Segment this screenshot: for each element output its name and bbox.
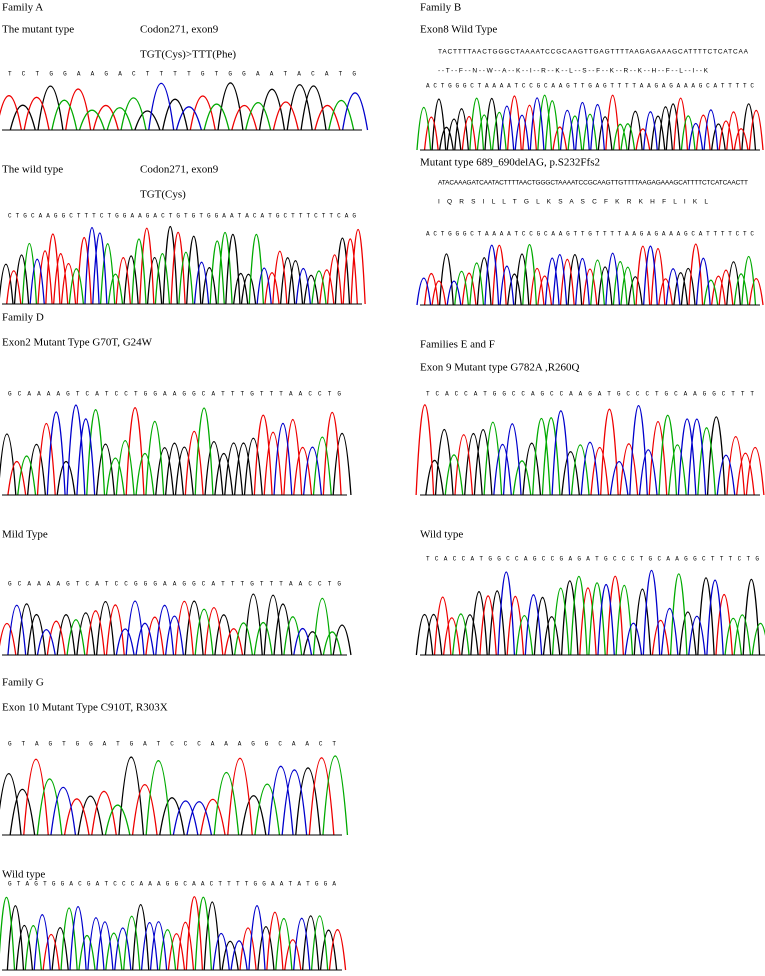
trace bbox=[23, 757, 335, 836]
trace bbox=[21, 231, 327, 305]
trace bbox=[51, 97, 355, 131]
trace bbox=[423, 94, 764, 151]
trace bbox=[17, 407, 332, 496]
block-label: Wild type bbox=[420, 529, 463, 541]
trace bbox=[416, 94, 696, 151]
trace bbox=[499, 97, 719, 151]
family-label: Family B bbox=[420, 2, 461, 14]
block-label: Wild type bbox=[2, 869, 45, 881]
block-label: Exon8 Wild Type bbox=[420, 24, 497, 36]
block-info: Codon271, exon9 bbox=[140, 164, 219, 176]
trace bbox=[66, 598, 342, 656]
trace bbox=[415, 577, 761, 656]
family-label: Family G bbox=[2, 677, 44, 689]
trace bbox=[36, 755, 349, 836]
trace bbox=[444, 415, 716, 496]
base-calls: ACTGGGCTAAAATCCGCAAGTTGTTTTAAGAGAAAGCATT… bbox=[426, 231, 754, 238]
trace bbox=[497, 569, 724, 656]
block-label: Mild Type bbox=[2, 529, 48, 541]
trace bbox=[9, 82, 327, 131]
trace bbox=[415, 404, 765, 496]
block-change: TGT(Cys)>TTT(Phe) bbox=[140, 49, 236, 61]
trace bbox=[0, 226, 351, 305]
base-calls: TCTGGAAGACTTTTGTGGAATACATG bbox=[8, 71, 356, 78]
trace bbox=[46, 404, 323, 496]
trace bbox=[17, 593, 352, 656]
sequence: ATACAAAGATCAATACTTTTAACTGGGCTAAAATCCGCAA… bbox=[438, 180, 748, 187]
trace bbox=[42, 896, 347, 971]
trace bbox=[6, 227, 366, 305]
protein: --T--F--N--W--A--K--I--R--K--L--S--F--K-… bbox=[438, 68, 709, 75]
trace bbox=[0, 756, 321, 836]
family-label: Families E and F bbox=[420, 339, 495, 351]
sequence: TACTTTTAACTGGGCTAAAATCCGCAAGTTGAGTTTTAAG… bbox=[438, 49, 749, 56]
trace bbox=[0, 432, 352, 496]
trace bbox=[50, 765, 308, 836]
trace bbox=[423, 243, 764, 306]
block-label: The mutant type bbox=[2, 24, 74, 36]
base-calls: GTAGTGGACGATCCCAAAGGCAACTTTTGGAATATGGA bbox=[8, 881, 336, 888]
trace bbox=[416, 244, 711, 306]
trace bbox=[6, 901, 338, 971]
base-calls: GTAGTGGATGATCCCAAAGGCAACT bbox=[8, 741, 336, 748]
protein: I Q R S I L L T G L K S A S C F K R K H … bbox=[438, 199, 708, 206]
trace bbox=[148, 82, 369, 131]
trace bbox=[7, 407, 342, 496]
trace bbox=[452, 573, 765, 656]
trace bbox=[0, 896, 329, 971]
block-label: Mutant type 689_690delAG, p.S232Ffs2 bbox=[420, 157, 600, 169]
base-calls: ACTGGGCTAAAATCCGCAAGTTGAGTTTTAAGAGAAAGCA… bbox=[426, 83, 754, 90]
trace bbox=[433, 575, 733, 656]
block-change: TGT(Cys) bbox=[140, 189, 186, 201]
block-label: The wild type bbox=[2, 164, 63, 176]
trace bbox=[33, 905, 311, 971]
block-label: Exon 9 Mutant type G782A ,R260Q bbox=[420, 362, 580, 374]
block-label: Exon 10 Mutant Type C910T, R303X bbox=[2, 702, 168, 714]
trace bbox=[431, 97, 757, 151]
trace bbox=[493, 404, 736, 496]
trace bbox=[438, 253, 742, 306]
block-info: Codon271, exon9 bbox=[140, 24, 219, 36]
base-calls: TCACCATGGCCAGCCGAGATGCCCTGCAAGGCTTTCTG bbox=[426, 556, 759, 563]
family-label: Family D bbox=[2, 312, 44, 324]
block-label: Exon2 Mutant Type G70T, G24W bbox=[2, 337, 153, 349]
trace bbox=[0, 601, 244, 656]
trace bbox=[0, 88, 341, 131]
base-calls: CTGCAAGGCTTTCTGGAAGACTGTGTGGAATACATGCTTT… bbox=[8, 213, 356, 220]
trace bbox=[425, 416, 726, 496]
trace bbox=[29, 227, 311, 305]
trace bbox=[7, 600, 313, 656]
base-calls: GCAAAAGTCATCCGGGAAGGCATTTGTTTAACCTG bbox=[8, 581, 341, 588]
trace bbox=[454, 244, 757, 306]
base-calls: TCACCATGGCCAGCCAAGATGCCCTGCAAGGCTTT bbox=[426, 391, 754, 398]
base-calls: GCAAAAGTCATCCTGGAAGGCATTTGTTTAACCTG bbox=[8, 391, 341, 398]
family-label: Family A bbox=[2, 2, 43, 14]
